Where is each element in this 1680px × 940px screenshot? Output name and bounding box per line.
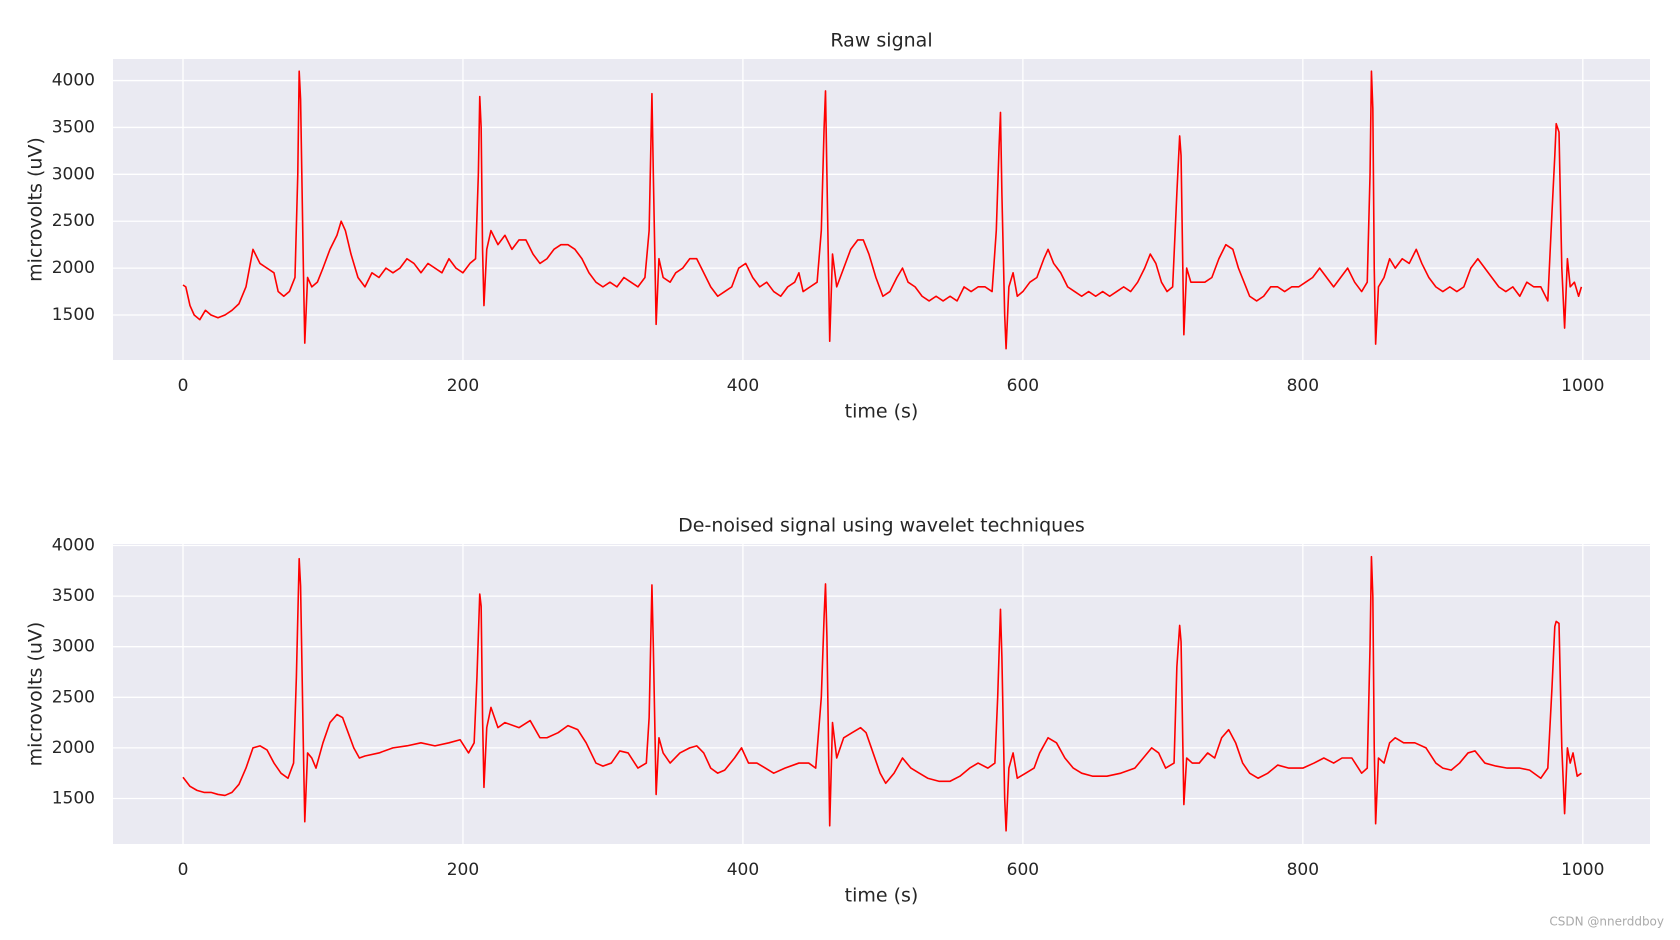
y-tick-label: 3500 xyxy=(52,117,95,137)
y-tick-label: 4000 xyxy=(52,71,95,91)
y-tick-label: 1500 xyxy=(52,788,95,808)
x-tick-label: 0 xyxy=(178,376,189,396)
plot-area xyxy=(113,59,1650,360)
y-tick-label: 2500 xyxy=(52,211,95,231)
x-axis-label: time (s) xyxy=(845,401,919,423)
x-tick-label: 0 xyxy=(178,860,189,880)
x-tick-label: 800 xyxy=(1287,860,1319,880)
y-tick-label: 4000 xyxy=(52,536,95,556)
x-tick-label: 400 xyxy=(727,860,759,880)
chart-title: De-noised signal using wavelet technique… xyxy=(678,515,1085,537)
chart-title: Raw signal xyxy=(830,30,932,52)
y-tick-label: 2500 xyxy=(52,687,95,707)
x-tick-label: 1000 xyxy=(1561,376,1604,396)
x-axis-label: time (s) xyxy=(845,885,919,907)
x-tick-label: 600 xyxy=(1007,376,1039,396)
x-tick-label: 600 xyxy=(1007,860,1039,880)
signal-line xyxy=(182,555,1582,832)
y-tick-label: 1500 xyxy=(52,305,95,325)
y-tick-label: 2000 xyxy=(52,738,95,758)
x-tick-label: 1000 xyxy=(1561,860,1604,880)
y-tick-label: 2000 xyxy=(52,258,95,278)
x-tick-label: 200 xyxy=(447,860,479,880)
x-tick-label: 400 xyxy=(727,376,759,396)
y-tick-label: 3500 xyxy=(52,586,95,606)
x-tick-label: 200 xyxy=(447,376,479,396)
plot-area xyxy=(113,544,1650,844)
y-axis-label: microvolts (uV) xyxy=(25,137,47,282)
y-axis-label: microvolts (uV) xyxy=(25,622,47,767)
y-tick-label: 3000 xyxy=(52,164,95,184)
x-tick-label: 800 xyxy=(1287,376,1319,396)
watermark: CSDN @nnerddboy xyxy=(1549,915,1664,929)
signal-line xyxy=(182,70,1583,350)
y-tick-label: 3000 xyxy=(52,637,95,657)
